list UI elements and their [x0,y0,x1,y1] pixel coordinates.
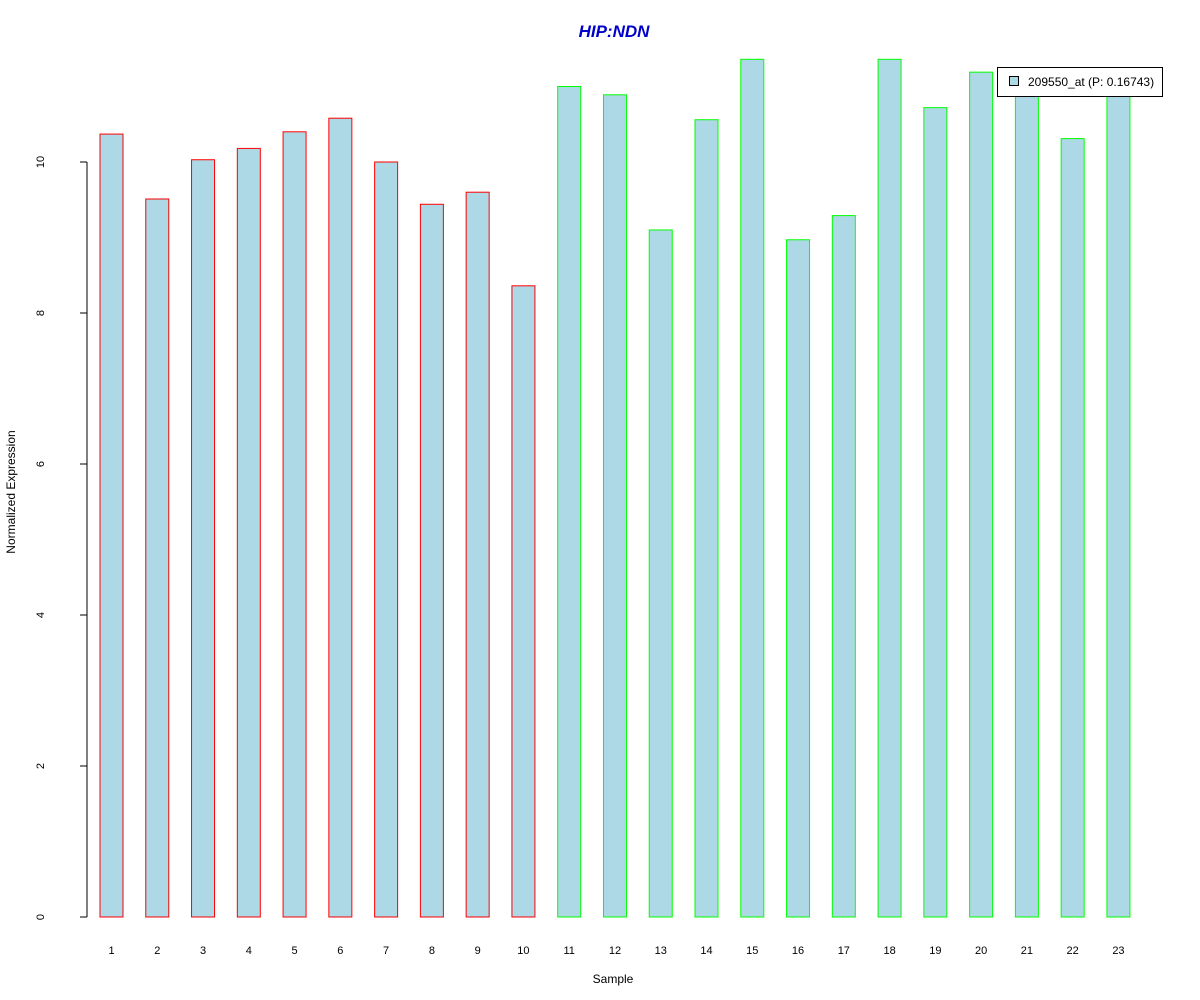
bar-sample-1 [99,133,124,918]
bar-sample-16 [786,239,811,918]
y-tick-label: 4 [35,612,47,618]
bar-sample-20 [969,71,994,918]
x-tick-label: 6 [337,945,343,957]
bar-sample-19 [923,107,948,918]
bar-sample-15 [740,58,765,918]
legend-box [997,67,1163,97]
bar-sample-13 [648,229,673,918]
x-axis-label: Sample [593,972,634,986]
x-tick-label: 3 [200,945,206,957]
x-tick-label: 11 [563,945,574,957]
x-tick-label: 14 [700,945,712,957]
y-tick-label: 6 [35,461,47,467]
bar-sample-14 [694,119,719,918]
x-tick-label: 7 [383,945,389,957]
x-tick-labels: 1 2 3 4 5 6 7 8 9 10 11 12 13 14 15 16 17 18 19 20 21 22 23 [108,945,1124,957]
bar-sample-21 [1014,95,1039,918]
x-tick-label: 21 [1021,945,1033,957]
bar-sample-6 [328,117,353,918]
legend-label: 209550_at (P: 0.16743) [1028,75,1154,89]
x-tick-label: 9 [475,945,481,957]
x-tick-label: 13 [655,945,667,957]
x-tick-label: 8 [429,945,435,957]
bar-sample-10 [511,285,536,918]
bar-sample-3 [191,159,216,918]
bar-sample-8 [419,203,444,918]
bar-sample-18 [877,58,902,918]
y-axis: 0 2 4 6 8 10 [35,156,88,920]
x-tick-label: 23 [1112,945,1124,957]
y-axis-label: Normalized Expression [4,430,18,553]
x-tick-label: 20 [975,945,987,957]
y-tick-label: 10 [35,156,47,168]
x-tick-label: 15 [746,945,758,957]
bar-sample-2 [145,198,170,918]
chart-title: HIP:NDN [579,22,651,41]
x-tick-label: 5 [292,945,298,957]
legend-swatch [1009,76,1019,86]
x-tick-label: 2 [154,945,160,957]
x-tick-label: 17 [838,945,850,957]
x-tick-label: 1 [108,945,114,957]
x-tick-label: 16 [792,945,804,957]
bar-sample-22 [1060,138,1085,918]
bar-sample-11 [557,86,582,918]
bar-sample-5 [282,131,307,918]
bars-group [99,58,1131,918]
x-tick-label: 10 [517,945,529,957]
bar-sample-12 [602,94,627,918]
bar-sample-7 [374,161,399,918]
y-tick-label: 0 [35,914,47,920]
bar-sample-23 [1106,94,1131,918]
x-tick-label: 22 [1067,945,1079,957]
x-tick-label: 18 [883,945,895,957]
x-tick-label: 12 [609,945,621,957]
legend: 209550_at (P: 0.16743) [997,67,1163,97]
x-tick-label: 19 [929,945,941,957]
bar-sample-9 [465,191,490,918]
bar-sample-17 [831,215,856,918]
y-tick-label: 8 [35,310,47,316]
y-tick-label: 2 [35,763,47,769]
x-tick-label: 4 [246,945,252,957]
bar-sample-4 [236,147,261,918]
